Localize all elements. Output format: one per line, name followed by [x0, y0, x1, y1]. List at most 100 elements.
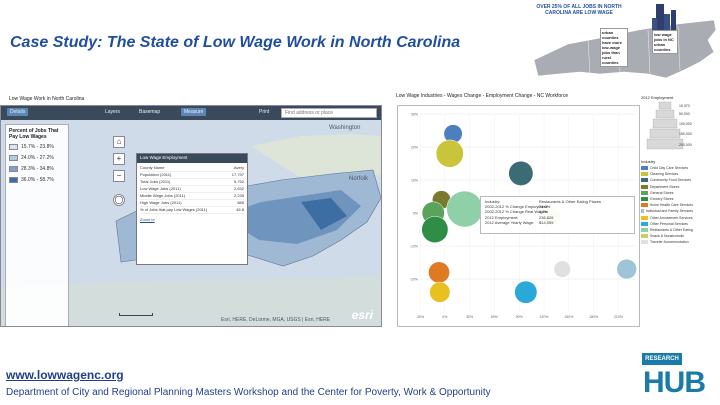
popup-zoom-link[interactable]: Zoom to	[140, 217, 155, 222]
x-tick-label: 30%	[466, 315, 473, 319]
y-tick-label: 0%	[413, 212, 418, 216]
layers-button[interactable]: Layers	[105, 109, 121, 115]
home-button[interactable]: ⌂	[113, 136, 125, 148]
popup-row: County Name Avery	[140, 165, 244, 172]
legend-swatch	[9, 177, 18, 183]
scatter-chart: 30% 20% 10% 0% -10% -20% -30% 0% 30% 60% 90% 120% 15…	[410, 113, 637, 319]
legend-swatch	[9, 144, 18, 150]
search-input[interactable]: Find address or place	[281, 108, 377, 118]
scatter-point[interactable]	[435, 139, 464, 168]
y-tick-label: 30%	[411, 113, 418, 117]
industry-label: Home Health Care Services	[649, 203, 693, 208]
industry-item[interactable]: Cleaning Services	[641, 172, 693, 177]
map-panel-label: Low Wage Work in North Carolina	[9, 96, 85, 102]
y-tick-label: -20%	[410, 278, 418, 282]
locate-icon[interactable]: ◯	[113, 194, 125, 206]
nc-banner: OVER 25% OF ALL JOBS IN NORTH CAROLINA A…	[536, 4, 622, 16]
nc-callout-left: urban counties have more low-wage jobs t…	[600, 28, 628, 67]
x-tick-label: 90%	[516, 315, 523, 319]
industry-swatch	[641, 166, 648, 170]
map-app: Details Layers Basemap Measure Print Fin…	[0, 105, 382, 327]
legend-item: 28.3% - 34.8%	[9, 166, 65, 172]
scatter-point[interactable]	[446, 190, 483, 228]
legend-item: 24.0% - 27.2%	[9, 155, 65, 161]
pyramid-value: 10,370	[679, 104, 690, 108]
legend-title: Percent of Jobs That Pay Low Wages	[9, 128, 59, 140]
map-legend: Percent of Jobs That Pay Low Wages 15.7%…	[5, 124, 69, 326]
footer-url-link[interactable]: www.lowwagenc.org	[6, 368, 124, 382]
scatter-point[interactable]	[616, 258, 637, 280]
hub-logo-main: HUB	[643, 366, 706, 399]
zoom-out-button[interactable]: −	[113, 170, 125, 182]
scatter-point[interactable]	[421, 216, 449, 243]
industry-item[interactable]: Snack & Nonalcoholic	[641, 234, 693, 239]
industry-label: Individual and Family Services	[645, 209, 693, 214]
legend-label: 28.3% - 34.8%	[21, 166, 54, 172]
map-label-washington: Washington	[329, 125, 361, 131]
scatter-point[interactable]	[514, 280, 538, 304]
measure-button[interactable]: Measure	[181, 108, 207, 116]
x-tick-label: 210%	[614, 315, 623, 319]
industry-item[interactable]: Department Stores	[641, 184, 693, 189]
industry-item[interactable]: Home Health Care Services	[641, 203, 693, 208]
industry-label: Department Stores	[650, 184, 680, 189]
x-tick-label: 150%	[564, 315, 573, 319]
legend-label: 24.0% - 27.2%	[21, 155, 54, 161]
x-tick-label: 180%	[589, 315, 598, 319]
y-tick-label: 20%	[411, 146, 418, 150]
industry-list: Child Day Care Services Cleaning Services…	[641, 166, 693, 245]
legend-item: 15.7% - 23.8%	[9, 144, 65, 150]
industry-label: Traveler Accommodation	[650, 240, 689, 245]
x-tick-label: 60%	[491, 315, 498, 319]
legend-label: 36.0% - 58.7%	[21, 177, 54, 183]
scatter-point[interactable]	[428, 261, 450, 284]
industry-label: Restaurants & Other Eating	[650, 227, 693, 232]
legend-swatch	[9, 166, 18, 172]
industry-swatch	[641, 240, 648, 245]
zoom-in-button[interactable]: +	[113, 153, 125, 165]
chart-panel-label: Low Wage Industries - Wages Change - Emp…	[396, 93, 569, 99]
industry-swatch	[641, 209, 644, 214]
basemap-button[interactable]: Basemap	[139, 109, 161, 115]
industry-item[interactable]: Individual and Family Services	[641, 209, 693, 214]
industry-item[interactable]: Traveler Accommodation	[641, 240, 693, 245]
y-tick-label: 10%	[411, 179, 418, 183]
industry-label: Snack & Nonalcoholic	[650, 234, 685, 239]
pyramid-value: 150,000	[679, 132, 692, 136]
industry-label: Other Amusement Services	[650, 215, 693, 220]
feature-popup: Low Wage Employment County Name Avery Pop…	[136, 153, 248, 265]
industry-item[interactable]: Child Day Care Services	[641, 166, 693, 170]
industry-label: Cleaning Services	[650, 172, 679, 177]
industry-item[interactable]: Other Amusement Services	[641, 215, 693, 220]
industry-swatch	[641, 227, 648, 232]
industry-swatch	[641, 221, 648, 226]
popup-row: Middle Wage Jobs (2011) 2,235	[140, 193, 244, 200]
pyramid-value: 100,000	[679, 122, 692, 126]
industry-item[interactable]: Restaurants & Other Eating	[641, 227, 693, 232]
popup-row: Population (2011) 17,797	[140, 172, 244, 179]
industry-item[interactable]: Grocery Stores	[641, 196, 693, 201]
popup-row: % of Jobs that pay Low Wages (2011) 45.8	[140, 207, 244, 214]
details-button[interactable]: Details	[7, 108, 29, 116]
scale-bar	[119, 313, 153, 316]
nc-callout-right: low wage jobs in NC urban counties	[652, 30, 678, 54]
pyramid-value: 50,000	[679, 112, 690, 116]
pyramid-value: 200,000	[679, 143, 692, 147]
footer-department: Department of City and Regional Planning…	[6, 387, 491, 398]
industry-label: General Stores	[650, 190, 674, 195]
scatter-point[interactable]	[553, 260, 571, 278]
scatter-point[interactable]	[429, 281, 451, 303]
popup-row: Low Wage Jobs (2011) 2,632	[140, 186, 244, 193]
x-tick-label: -30%	[416, 315, 424, 319]
scatter-point[interactable]	[508, 160, 534, 186]
industry-item[interactable]: Community Food Services	[641, 178, 693, 183]
industry-item[interactable]: Other Personal Services	[641, 221, 693, 226]
industry-swatch	[641, 215, 648, 220]
pyramid-title: 2012 Employment	[641, 95, 674, 100]
map-toolbar: Details Layers Basemap Measure Print Fin…	[1, 106, 381, 120]
legend-swatch	[9, 155, 18, 161]
print-button[interactable]: Print	[259, 109, 270, 115]
industry-title: Industry	[641, 159, 656, 164]
industry-item[interactable]: General Stores	[641, 190, 693, 195]
